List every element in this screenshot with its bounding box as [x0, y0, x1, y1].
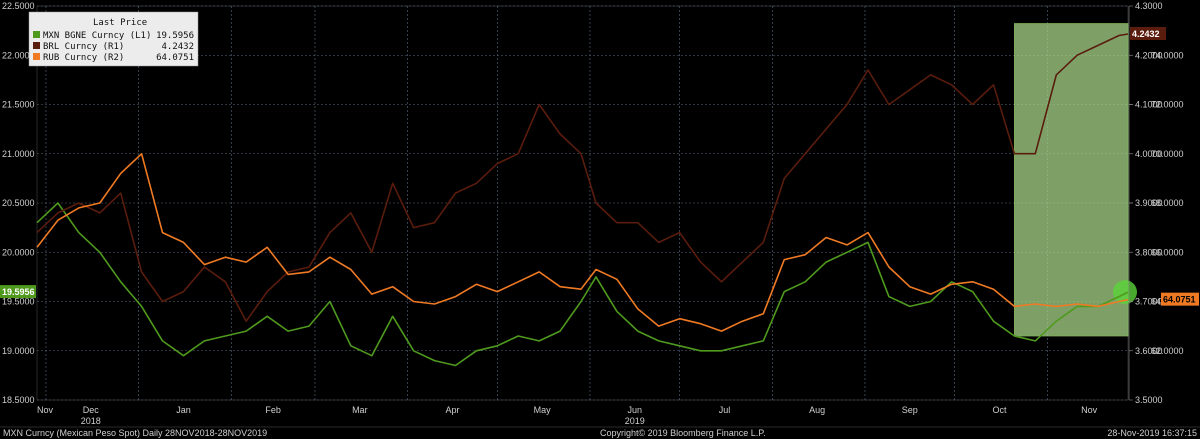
legend-value-mxn: 19.5956 [156, 31, 194, 41]
y-right2-tick-label: 68.0000 [1151, 198, 1184, 208]
legend-value-brl: 4.2432 [161, 42, 194, 52]
series-line-rub [36, 153, 1129, 332]
x-month-label: Oct [992, 405, 1007, 415]
y-right1-tick-label: 4.0000 [1135, 149, 1163, 159]
legend-label-mxn: MXN BGNE Curncy (L1) [43, 31, 151, 41]
highlight-marker [1113, 280, 1137, 305]
y-right1-tick-label: 3.6000 [1135, 346, 1163, 356]
y-left-tick-label: 19.0000 [2, 346, 35, 356]
x-month-label: May [534, 405, 552, 415]
last-label-rub-bg [1161, 292, 1199, 306]
x-month-label: Apr [445, 405, 459, 415]
y-right2-tick-label: 74.0000 [1151, 50, 1184, 60]
x-year-label: 2018 [81, 416, 101, 426]
y-right1-tick-label: 3.5000 [1135, 395, 1163, 405]
legend-header: Last Price [93, 18, 147, 28]
axes: 18.5000 19.0000 19.5000 20.0000 20.5000 21.00… [2, 1, 1184, 426]
last-label-mxn-bg [0, 285, 36, 299]
x-month-label: Sep [902, 405, 918, 415]
x-month-label: Feb [265, 405, 281, 415]
x-month-label: Jul [719, 405, 731, 415]
series-layer [36, 33, 1129, 367]
y-left-tick-label: 22.0000 [2, 50, 35, 60]
y-left-tick-label: 20.5000 [2, 198, 35, 208]
footer-left: MXN Curncy (Mexican Peso Spot) Daily 28N… [3, 428, 267, 438]
footer-center: Copyright© 2019 Bloomberg Finance L.P. [600, 428, 766, 438]
y-right1-tick-label: 4.1000 [1135, 100, 1163, 110]
x-month-label: Nov [37, 405, 54, 415]
highlight-box [1014, 23, 1129, 337]
y-right2-tick-label: 70.0000 [1151, 149, 1184, 159]
legend-swatch-rub [33, 53, 40, 60]
y-right1-tick-label: 3.9000 [1135, 198, 1163, 208]
series-line-brl [36, 33, 1129, 322]
legend-box [28, 11, 199, 67]
y-right1-tick-label: 3.8000 [1135, 247, 1163, 257]
y-left-tick-label: 18.5000 [2, 395, 35, 405]
y-left-tick-label: 19.5000 [2, 297, 35, 307]
last-label-rub: 64.0751 [1163, 295, 1196, 305]
legend-swatch-brl [33, 42, 40, 49]
last-label-brl-bg [1130, 26, 1166, 40]
legend-swatch-mxn [33, 31, 40, 38]
y-right1-tick-label: 4.3000 [1135, 1, 1163, 11]
x-month-label: Mar [352, 405, 368, 415]
y-right2-tick-label: 66.0000 [1151, 247, 1184, 257]
footer-right: 28-Nov-2019 16:37:15 [1107, 428, 1197, 438]
y-right1-tick-label: 4.2000 [1135, 50, 1163, 60]
legend: Last Price MXN BGNE Curncy (L1) 19.5956 … [28, 11, 199, 67]
legend-label-rub: RUB Curncy (R2) [43, 53, 124, 63]
x-month-label: Nov [1081, 405, 1098, 415]
last-label-brl: 4.2432 [1132, 29, 1160, 39]
x-month-label: Aug [809, 405, 825, 415]
legend-label-brl: BRL Curncy (R1) [43, 42, 124, 52]
x-month-label: Jun [628, 405, 643, 415]
y-right2-tick-label: 72.0000 [1151, 100, 1184, 110]
x-month-label: Jan [176, 405, 191, 415]
highlight-layer [1014, 23, 1137, 337]
x-year-label: 2019 [625, 416, 645, 426]
y-right2-tick-label: 62.0000 [1151, 346, 1184, 356]
y-left-tick-label: 21.0000 [2, 149, 35, 159]
x-month-label: Dec [83, 405, 100, 415]
last-label-mxn: 19.5956 [2, 287, 35, 297]
y-left-tick-label: 22.5000 [2, 1, 35, 11]
y-left-tick-label: 20.0000 [2, 247, 35, 257]
y-right1-tick-label: 3.7000 [1135, 297, 1163, 307]
legend-value-rub: 64.0751 [156, 53, 194, 63]
y-left-tick-label: 21.5000 [2, 100, 35, 110]
